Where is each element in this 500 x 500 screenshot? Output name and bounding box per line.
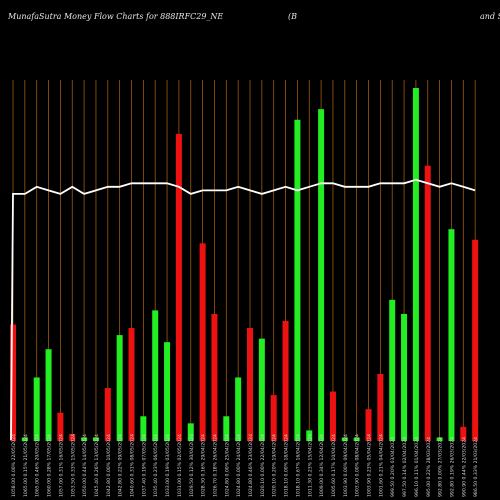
x-tick-label: 1033.00 0.19% 03/05/2024 — [165, 434, 171, 497]
x-tick-label: 1035.40 0.23% 06/05/2024 — [153, 434, 159, 497]
bar-up — [401, 313, 408, 441]
x-tick-label: 1037.40 0.19% 07/05/2024 — [141, 434, 147, 497]
price-line-layer — [10, 178, 476, 441]
bar-down — [247, 328, 253, 441]
header-right-text: and S — [480, 12, 500, 21]
x-tick-label: 1031.00 0.15% 02/05/2024 — [177, 434, 183, 497]
bar-down — [365, 409, 372, 441]
x-tick-label: 1003.90 0.00% 08/04/2024 — [355, 434, 361, 497]
x-tick-label: 1065.00 0.15% 21/05/2024 — [23, 434, 29, 497]
bar-down — [128, 328, 135, 441]
x-tick-label: 1005.60 0.17% 10/04/2024 — [331, 434, 337, 497]
x-tick-label: 1057.00 0.31% 16/05/2024 — [58, 434, 64, 497]
x-tick-label: 1050.00 0.44% 14/05/2024 — [82, 434, 88, 497]
bar-up — [152, 310, 159, 441]
x-tick-label: 992.80 0.00% 27/03/2024 — [438, 437, 444, 497]
bar-up — [235, 377, 242, 441]
x-tick-label: 997.50 0.14% 02/04/2024 — [402, 437, 408, 497]
x-tick-label: 1042.80 0.00% 10/05/2024 — [106, 434, 112, 497]
bar-down — [282, 320, 289, 441]
x-tick-labels: 1058.00 0.00% 22/05/2024 1065.00 0.15% 21… — [11, 434, 479, 497]
bar-down — [377, 373, 384, 441]
bar-up — [353, 437, 360, 441]
bar-up — [436, 437, 443, 441]
bar-down — [211, 313, 218, 441]
bar-up — [45, 349, 52, 441]
x-tick-label: 1065.00 0.46% 20/05/2024 — [35, 434, 41, 497]
x-tick-label: 1028.30 0.16% 29/04/2024 — [201, 434, 207, 497]
x-tick-label: 990.90 0.44% 22/03/2024 — [461, 437, 467, 497]
bar-up — [187, 423, 194, 441]
bar-up — [81, 437, 88, 441]
x-tick-label: 1018.10 0.67% 16/04/2024 — [295, 434, 301, 497]
x-tick-label: 1003.90 0.23% 05/04/2024 — [367, 434, 373, 497]
bar-down — [57, 412, 64, 441]
bar-down — [460, 426, 467, 441]
price-line — [10, 178, 476, 441]
x-tick-label: 1024.80 0.00% 25/04/2024 — [224, 434, 230, 497]
bar-up — [140, 416, 147, 441]
x-tick-label: 996.10 0.11% 01/04/2024 — [414, 437, 420, 497]
bar-down — [175, 133, 182, 441]
x-tick-label: 999.50 0.20% 03/04/2024 — [390, 437, 396, 497]
bar-down — [424, 165, 431, 441]
x-tick-label: 992.80 0.19% 26/03/2024 — [449, 437, 455, 497]
x-tick-label: 1026.70 0.18% 26/04/2024 — [212, 434, 218, 497]
bar-down — [472, 239, 479, 441]
bar-up — [33, 377, 40, 441]
x-tick-label: 1009.00 0.34% 12/04/2024 — [319, 434, 325, 497]
bar-up — [21, 437, 28, 441]
bar-up — [294, 119, 301, 442]
x-tick-label: 1001.60 0.21% 04/04/2024 — [378, 434, 384, 497]
bar-up — [116, 335, 123, 441]
bar-up — [223, 416, 230, 441]
x-tick-label: 1058.00 0.00% 22/05/2024 — [11, 434, 17, 497]
x-tick-label: 1029.50 0.12% 30/04/2024 — [189, 434, 195, 497]
x-tick-label: 1053.50 0.33% 15/05/2024 — [70, 434, 76, 497]
header-middle-text: (B — [288, 12, 297, 21]
bar-up — [412, 88, 419, 441]
bar-down — [270, 395, 277, 441]
x-tick-label: 1060.00 0.28% 17/05/2024 — [47, 434, 53, 497]
chart-title: MunafaSutra Money Flow Charts for 888IRF… — [8, 12, 224, 21]
bar-down — [199, 243, 206, 441]
x-tick-label: 1003.90 0.00% 09/04/2024 — [343, 434, 349, 497]
bar-up — [318, 109, 325, 442]
x-tick-label: 1024.80 0.46% 23/04/2024 — [248, 434, 254, 497]
x-tick-label: 995.00 0.22% 28/03/2024 — [426, 437, 432, 497]
x-tick-label: 1042.80 0.22% 09/05/2024 — [118, 434, 124, 497]
bar-up — [258, 338, 265, 441]
bar-down — [10, 324, 16, 441]
bar-up — [92, 437, 99, 441]
bar-up — [306, 430, 313, 441]
bar-up — [448, 229, 455, 441]
x-tick-label: 1020.10 0.20% 19/04/2024 — [272, 434, 278, 497]
x-tick-label: 1020.10 0.00% 22/04/2024 — [260, 434, 266, 497]
bar-up — [341, 437, 348, 441]
x-tick-label: 1018.10 0.00% 18/04/2024 — [284, 434, 290, 497]
bar-up — [389, 299, 396, 441]
x-tick-label: 1045.40 0.26% 13/05/2024 — [94, 434, 100, 497]
bar-down — [104, 388, 111, 441]
x-tick-label: 1040.60 0.31% 08/05/2024 — [130, 434, 136, 497]
bars — [10, 88, 479, 442]
x-tick-label: 1011.30 0.23% 15/04/2024 — [307, 434, 313, 497]
x-tick-label: 986.50 0.33% 21/03/2024 — [473, 437, 479, 497]
bar-down — [69, 433, 76, 441]
x-tick-label: 1024.80 0.00% 24/04/2024 — [236, 434, 242, 497]
bar-down — [329, 391, 336, 441]
bar-up — [164, 342, 171, 441]
